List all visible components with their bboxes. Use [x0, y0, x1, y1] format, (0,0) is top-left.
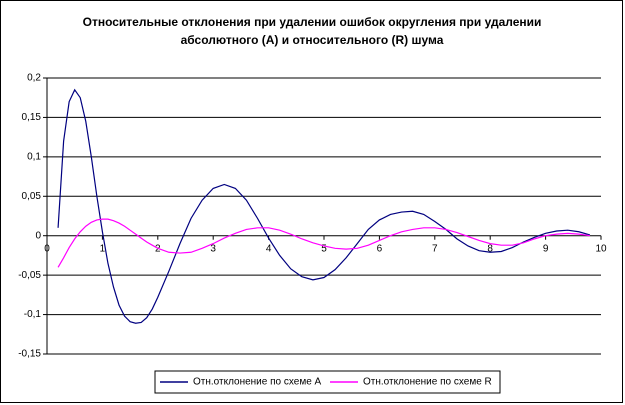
x-tick-label: 0	[44, 243, 50, 254]
series-line	[57, 218, 591, 268]
y-tick-label: 0,15	[22, 112, 42, 123]
y-tick-label: 0,1	[27, 151, 41, 162]
x-tick-label: 10	[595, 243, 607, 254]
legend-label: Отн.отклонение по схеме A	[193, 377, 322, 388]
legend-label: Отн.отклонение по схеме R	[363, 377, 492, 388]
y-tick-label: 0	[35, 230, 41, 241]
legend-box	[154, 370, 501, 394]
chart-title: абсолютного (A) и относительного (R) шум…	[181, 33, 444, 47]
x-tick-label: 8	[487, 243, 493, 254]
y-tick-label: -0,05	[18, 270, 41, 281]
x-tick-label: 4	[266, 243, 272, 254]
x-tick-label: 6	[377, 243, 383, 254]
x-tick-label: 5	[321, 243, 327, 254]
y-tick-label: 0,05	[22, 191, 42, 202]
x-tick-label: 1	[100, 243, 106, 254]
x-tick-label: 7	[432, 243, 438, 254]
x-tick-label: 9	[543, 243, 549, 254]
chart-title: Относительные отклонения при удалении ош…	[83, 15, 542, 29]
x-tick-label: 3	[210, 243, 216, 254]
y-tick-label: -0,15	[18, 349, 41, 360]
y-tick-label: 0,2	[27, 73, 41, 84]
y-tick-label: -0,1	[24, 309, 42, 320]
series-line	[57, 88, 591, 324]
